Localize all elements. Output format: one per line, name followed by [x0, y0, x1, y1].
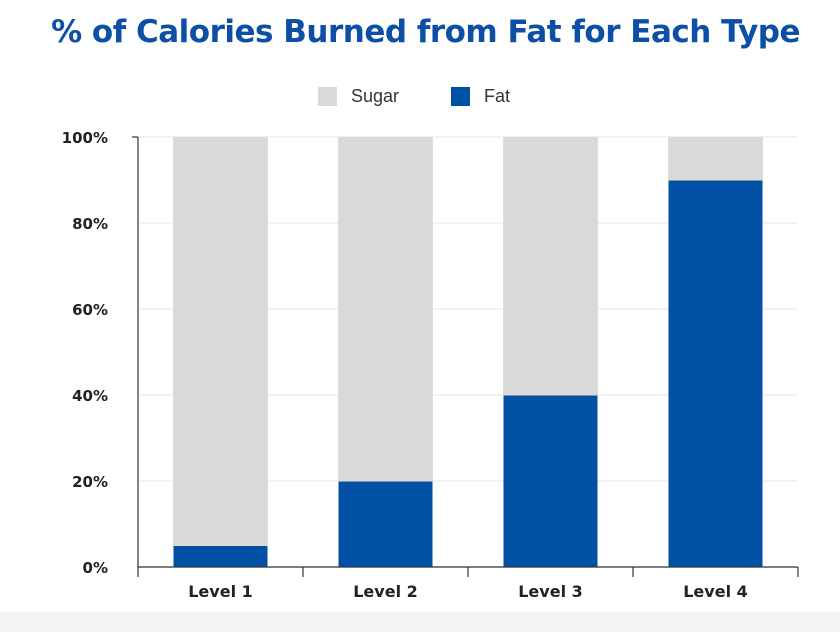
x-tick-label: Level 4	[683, 582, 748, 601]
bar-fat-level-2	[338, 481, 433, 567]
legend-swatch-fat	[451, 87, 471, 106]
legend-label-sugar: Sugar	[351, 86, 400, 106]
y-tick-label: 0%	[83, 559, 108, 577]
x-tick-label: Level 2	[353, 582, 418, 601]
x-tick-label: Level 3	[518, 582, 583, 601]
tick-labels: 0% 20% 40% 60% 80% 100% Level 1 Level 2 Level 3 L…	[62, 129, 748, 601]
legend-item-fat: Fat	[451, 86, 510, 107]
legend-label-fat: Fat	[484, 86, 511, 106]
x-tick-label: Level 1	[188, 582, 253, 601]
y-tick-label: 80%	[72, 215, 108, 233]
y-tick-label: 20%	[72, 473, 108, 491]
chart-legend: Sugar Fat	[318, 86, 562, 107]
bar-fat-level-3	[503, 395, 598, 567]
legend-item-sugar: Sugar	[318, 86, 399, 107]
y-tick-label: 100%	[62, 129, 108, 147]
legend-swatch-sugar	[318, 87, 337, 106]
chart-title: % of Calories Burned from Fat for Each T…	[51, 14, 800, 50]
bar-fat-level-1	[173, 545, 268, 567]
bottom-band	[0, 612, 840, 632]
y-tick-label: 60%	[72, 301, 108, 319]
bar-sugar-level-4	[668, 136, 763, 181]
bar-fat-level-4	[668, 180, 763, 567]
bars	[173, 136, 763, 567]
bar-sugar-level-1	[173, 136, 268, 546]
bar-sugar-level-2	[338, 136, 433, 482]
y-tick-label: 40%	[72, 387, 108, 405]
bar-sugar-level-3	[503, 136, 598, 396]
axes	[132, 136, 799, 577]
